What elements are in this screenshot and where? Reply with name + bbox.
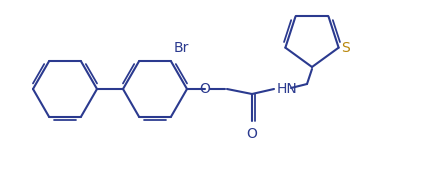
Text: HN: HN [276, 82, 297, 96]
Text: S: S [340, 41, 349, 55]
Text: Br: Br [174, 41, 189, 55]
Text: O: O [199, 82, 210, 96]
Text: O: O [246, 127, 257, 141]
